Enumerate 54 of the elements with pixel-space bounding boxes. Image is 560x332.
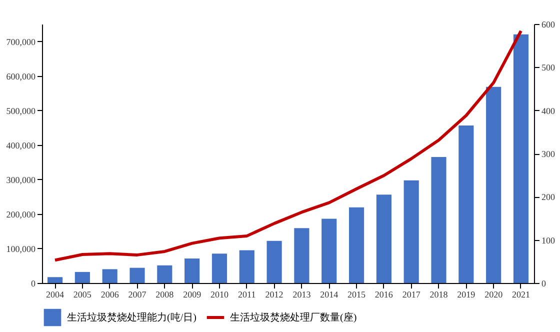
y2-tick-label: 200: [542, 192, 556, 202]
x-tick-label: 2017: [402, 290, 421, 300]
x-tick-label: 2008: [156, 290, 174, 300]
x-tick-label: 2005: [73, 290, 92, 300]
x-tick-label: 2007: [128, 290, 147, 300]
y-tick-label: 600,000: [6, 71, 36, 82]
bar: [348, 207, 364, 283]
bar: [404, 180, 419, 283]
x-tick-label: 2004: [46, 290, 65, 300]
x-tick-label: 2021: [512, 290, 530, 300]
x-tick-label: 2013: [292, 290, 312, 300]
x-tick-label: 2019: [457, 290, 476, 300]
y-tick-label: 500,000: [6, 106, 36, 116]
x-tick-label: 2018: [430, 290, 448, 300]
bar: [184, 258, 200, 283]
x-tick-label: 2011: [238, 290, 256, 300]
bar: [47, 277, 63, 283]
bar: [431, 156, 446, 283]
y-tick-label: 100,000: [6, 244, 36, 254]
y-tick-label: 400,000: [6, 140, 36, 150]
bar: [74, 272, 90, 283]
bar: [376, 194, 392, 283]
y2-tick-label: 500: [542, 62, 556, 73]
bar: [266, 240, 282, 283]
bar: [486, 86, 502, 283]
y2-tick-label: 400: [542, 106, 556, 116]
bar: [130, 268, 145, 283]
x-tick-label: 2014: [320, 290, 339, 300]
y-tick-label: 0: [31, 278, 36, 288]
line-series: [54, 29, 522, 262]
legend-label: 生活垃圾焚烧处理能力(吨/日): [67, 312, 196, 324]
y-tick-label: 300,000: [6, 174, 36, 185]
x-tick-label: 2015: [348, 290, 366, 300]
x-tick-label: 2010: [210, 290, 229, 300]
bar: [322, 218, 337, 283]
x-tick-label: 2016: [374, 290, 394, 300]
x-tick-label: 2020: [484, 290, 504, 300]
bar: [212, 254, 228, 283]
y2-tick-label: 300: [542, 149, 556, 159]
legend-label: 生活垃圾焚烧处理厂数量(座): [230, 312, 357, 324]
bar: [157, 265, 172, 283]
x-tick-label: 2006: [100, 290, 120, 300]
y-tick-label: 200,000: [6, 209, 36, 220]
bar: [102, 269, 118, 283]
y2-tick-label: 600: [542, 20, 556, 30]
bar: [239, 250, 254, 283]
x-tick-label: 2012: [265, 290, 284, 300]
bar: [513, 34, 529, 283]
y2-tick-label: 100: [542, 235, 556, 246]
y-tick-label: 700,000: [6, 36, 36, 47]
y2-tick-label: 0: [542, 278, 546, 288]
bar: [294, 228, 310, 283]
bar: [458, 126, 474, 283]
x-tick-label: 2009: [183, 290, 202, 300]
